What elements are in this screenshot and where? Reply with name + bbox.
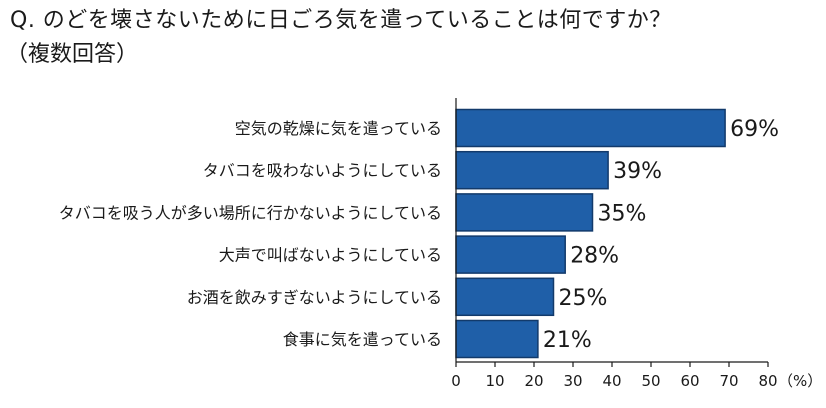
bar	[455, 277, 555, 317]
bars-layer	[455, 108, 726, 359]
x-tick-label: 50	[641, 372, 660, 390]
x-tick-label: 30	[563, 372, 582, 390]
value-label: 39%	[613, 159, 662, 184]
x-tick-label: 10	[485, 372, 504, 390]
category-label: 大声で叫ばないようにしている	[219, 246, 442, 265]
labels-layer: 空気の乾燥に気を遣っている 69% タバコを吸わないようにしている 39% タバコを吸う…	[59, 117, 779, 353]
bar	[455, 319, 539, 359]
x-axis: 0 10 20 30 40 50 60 70 80 （%）	[451, 98, 822, 390]
x-axis-unit-label: （%）	[778, 372, 822, 390]
value-label: 69%	[730, 117, 779, 142]
x-tick-label: 60	[680, 372, 699, 390]
bar	[455, 150, 609, 190]
bar	[455, 193, 594, 232]
x-tick-label: 40	[602, 372, 621, 390]
x-tick-label: 20	[524, 372, 543, 390]
value-label: 21%	[543, 328, 592, 353]
category-label: 空気の乾燥に気を遣っている	[235, 119, 442, 138]
category-label: タバコを吸わないようにしている	[203, 161, 442, 180]
x-tick-label: 0	[451, 372, 461, 390]
x-tick-label: 80	[758, 372, 777, 390]
chart-subtitle: （複数回答）	[6, 42, 139, 67]
chart-title: Q. のどを壊さないために日ごろ気を遣っていることは何ですか？	[10, 8, 672, 33]
x-tick-label: 70	[719, 372, 738, 390]
value-label: 35%	[598, 201, 647, 226]
category-label: タバコを吸う人が多い場所に行かないようにしている	[59, 203, 442, 222]
value-label: 28%	[570, 244, 619, 269]
value-label: 25%	[559, 286, 608, 311]
bar	[455, 108, 726, 148]
bar	[455, 235, 566, 274]
category-label: お酒を飲みすぎないようにしている	[187, 288, 442, 307]
category-label: 食事に気を遣っている	[283, 330, 442, 349]
